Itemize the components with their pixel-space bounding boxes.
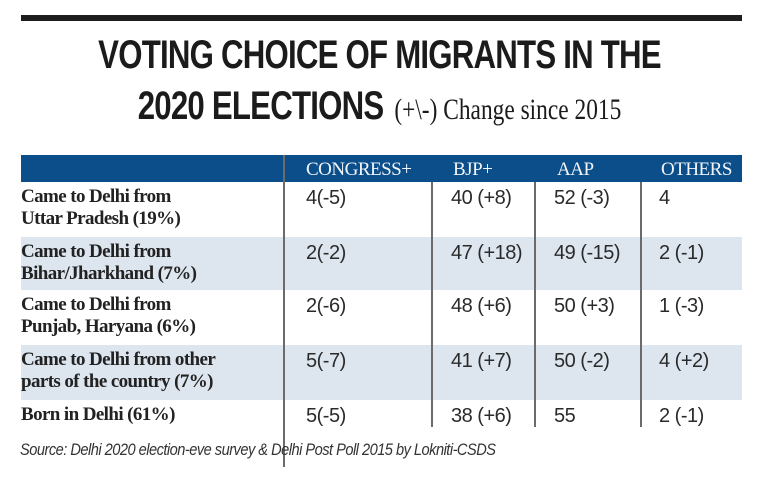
top-rule (21, 15, 742, 21)
row-label: Came to Delhi from Uttar Pradesh (19%) (21, 186, 181, 230)
header-bjp: BJP+ (453, 159, 493, 180)
cell-aap: 49 (-15) (554, 242, 621, 264)
header-congress: CONGRESS+ (306, 159, 412, 180)
row-label: Born in Delhi (61%) (21, 404, 175, 426)
cell-aap: 55 (554, 405, 576, 427)
cell-aap: 52 (-3) (554, 187, 610, 209)
cell-others: 2 (-1) (659, 242, 704, 264)
chart-subtitle: (+\-) Change since 2015 (394, 93, 622, 126)
source-note: Source: Delhi 2020 election-eve survey &… (20, 440, 496, 459)
row-label-line2: parts of the country (7%) (21, 371, 213, 392)
cell-others: 1 (-3) (659, 295, 704, 317)
divider-label (283, 155, 285, 467)
header-aap: AAP (557, 159, 594, 180)
row-label: Came to Delhi from Bihar/Jharkhand (7%) (21, 241, 197, 285)
row-label-line2: Punjab, Haryana (6%) (21, 316, 196, 337)
chart-title-year: 2020 ELECTIONS (137, 84, 384, 128)
cell-congress: 2(-6) (306, 295, 346, 317)
header-others: OTHERS (661, 159, 732, 180)
cell-bjp: 41 (+7) (451, 350, 512, 372)
table-row: Came to Delhi from Bihar/Jharkhand (7%) 2(… (21, 237, 742, 290)
table-header: CONGRESS+ BJP+ AAP OTHERS (21, 155, 742, 182)
table-row: Came to Delhi from other parts of the cou… (21, 345, 742, 400)
cell-others: 2 (-1) (659, 405, 704, 427)
cell-others: 4 (659, 187, 670, 209)
row-label: Came to Delhi from Punjab, Haryana (6%) (21, 294, 196, 338)
table-row: Born in Delhi (61%) 5(-5) 38 (+6) 55 2 (-1) (21, 400, 742, 432)
cell-bjp: 47 (+18) (451, 242, 523, 264)
divider-bjp (534, 182, 536, 427)
row-label-line2: Uttar Pradesh (19%) (21, 208, 181, 229)
chart-title-line1: VOTING CHOICE OF MIGRANTS IN THE (98, 33, 661, 77)
table-row: Came to Delhi from Uttar Pradesh (19%) 4(-… (21, 182, 742, 237)
row-label-line1: Came to Delhi from (21, 241, 171, 262)
cell-bjp: 48 (+6) (451, 295, 512, 317)
cell-congress: 5(-7) (306, 350, 346, 372)
cell-bjp: 38 (+6) (451, 405, 512, 427)
row-label: Came to Delhi from other parts of the cou… (21, 349, 216, 393)
row-label-line1: Came to Delhi from other (21, 349, 216, 370)
row-label-line1: Came to Delhi from (21, 186, 171, 207)
cell-congress: 5(-5) (306, 405, 346, 427)
cell-congress: 4(-5) (306, 187, 346, 209)
row-label-line2: Bihar/Jharkhand (7%) (21, 263, 197, 284)
cell-bjp: 40 (+8) (451, 187, 512, 209)
divider-aap (640, 182, 642, 427)
divider-congress (431, 182, 433, 427)
row-label-line1: Born in Delhi (61%) (21, 404, 175, 425)
cell-others: 4 (+2) (659, 350, 709, 372)
cell-aap: 50 (+3) (554, 295, 615, 317)
cell-congress: 2(-2) (306, 242, 346, 264)
chart-title-line2: 2020 ELECTIONS (+\-) Change since 2015 (83, 84, 675, 129)
row-label-line1: Came to Delhi from (21, 294, 171, 315)
table-row: Came to Delhi from Punjab, Haryana (6%) 2(… (21, 290, 742, 345)
cell-aap: 50 (-2) (554, 350, 610, 372)
